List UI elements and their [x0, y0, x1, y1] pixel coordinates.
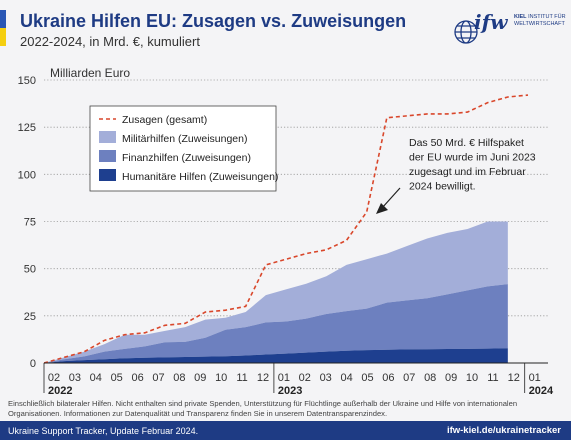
footer-bar: Ukraine Support Tracker, Update Februar …: [0, 421, 571, 440]
legend-label: Humanitäre Hilfen (Zuweisungen): [122, 171, 278, 183]
x-tick-label: 10: [215, 372, 227, 384]
legend-label: Militärhilfen (Zuweisungen): [122, 133, 247, 145]
legend-swatch: [99, 131, 116, 143]
axes: 0 25 50 75 100 125 150 02 03 04 05 06 07 08 09 10 11 12 01…: [18, 75, 554, 397]
x-tick-label: 02: [48, 372, 60, 384]
legend-label: Zusagen (gesamt): [122, 114, 207, 126]
legend-label: Finanzhilfen (Zuweisungen): [122, 152, 251, 164]
x-tick-label: 01: [529, 372, 541, 384]
y-tick-label: 75: [24, 217, 36, 229]
year-label: 2024: [529, 385, 554, 397]
area-humanitre: [44, 348, 508, 363]
footnote: Einschließlich bilateraler Hilfen. Nicht…: [8, 399, 518, 418]
area-militrhilfen: [44, 221, 508, 363]
commitment-line: [43, 94, 529, 364]
x-tick-label: 11: [236, 372, 247, 384]
legend: Zusagen (gesamt) Militärhilfen (Zuweisung…: [89, 105, 278, 192]
x-tick-label: 07: [152, 372, 164, 384]
year-label: 2023: [278, 385, 302, 397]
x-tick-label: 10: [466, 372, 478, 384]
x-tick-label: 08: [173, 372, 185, 384]
y-tick-label: 125: [18, 122, 36, 134]
x-tick-label: 09: [445, 372, 457, 384]
y-tick-label: 50: [24, 264, 36, 276]
x-tick-label: 06: [131, 372, 143, 384]
annotation: Das 50 Mrd. € Hilfspaket der EU wurde im …: [376, 137, 536, 214]
legend-swatch: [99, 150, 116, 162]
annotation-arrowhead: [376, 203, 388, 214]
page-subtitle: 2022-2024, in Mrd. €, kumuliert: [20, 34, 200, 49]
area-chart: 0 25 50 75 100 125 150 02 03 04 05 06 07 08 09 10 11 12 01…: [18, 66, 554, 397]
y-tick-label: 100: [18, 169, 36, 181]
x-tick-label: 04: [90, 372, 102, 384]
footer-source: Ukraine Support Tracker, Update Februar …: [8, 426, 199, 436]
x-tick-label: 06: [382, 372, 394, 384]
x-tick-label: 12: [508, 372, 520, 384]
annotation-text: der EU wurde im Juni 2023: [409, 152, 536, 164]
annotation-text: zugesagt und im Februar: [409, 166, 526, 178]
x-tick-label: 12: [257, 372, 269, 384]
stacked-areas: [44, 221, 508, 363]
x-tick-label: 02: [299, 372, 311, 384]
x-tick-label: 11: [487, 372, 498, 384]
globe-icon: [454, 20, 478, 44]
y-tick-label: 150: [18, 75, 36, 87]
x-tick-label: 05: [361, 372, 373, 384]
annotation-text: Das 50 Mrd. € Hilfspaket: [409, 137, 524, 149]
line-zusagen: [43, 94, 529, 364]
legend-box: [89, 105, 277, 192]
year-label: 2022: [48, 385, 72, 397]
y-axis-label: Milliarden Euro: [50, 66, 130, 80]
y-tick-label: 25: [24, 311, 36, 323]
footer-link[interactable]: ifw-kiel.de/ukrainetracker: [446, 425, 561, 436]
page-title: Ukraine Hilfen EU: Zusagen vs. Zuweisung…: [20, 11, 407, 31]
x-tick-label: 05: [111, 372, 123, 384]
y-tick-label: 0: [30, 358, 36, 370]
x-tick-label: 04: [340, 372, 352, 384]
x-tick-label: 03: [320, 372, 332, 384]
annotation-arrow: [381, 187, 401, 209]
x-tick-label: 07: [403, 372, 415, 384]
logo-institute-text: KIEL INSTITUT FÜR WELTWIRTSCHAFT: [514, 14, 566, 27]
x-tick-label: 01: [278, 372, 290, 384]
x-tick-label: 08: [424, 372, 436, 384]
ukraine-flag-icon: [0, 10, 6, 46]
x-tick-label: 09: [194, 372, 206, 384]
legend-swatch: [99, 169, 116, 181]
ifw-logo: ifw KIEL INSTITUT FÜR WELTWIRTSCHAFT: [452, 8, 566, 52]
annotation-text: 2024 bewilligt.: [409, 181, 476, 193]
area-finanzhilfen: [44, 284, 508, 363]
logo-wordmark: ifw: [474, 10, 508, 34]
x-tick-label: 03: [69, 372, 81, 384]
